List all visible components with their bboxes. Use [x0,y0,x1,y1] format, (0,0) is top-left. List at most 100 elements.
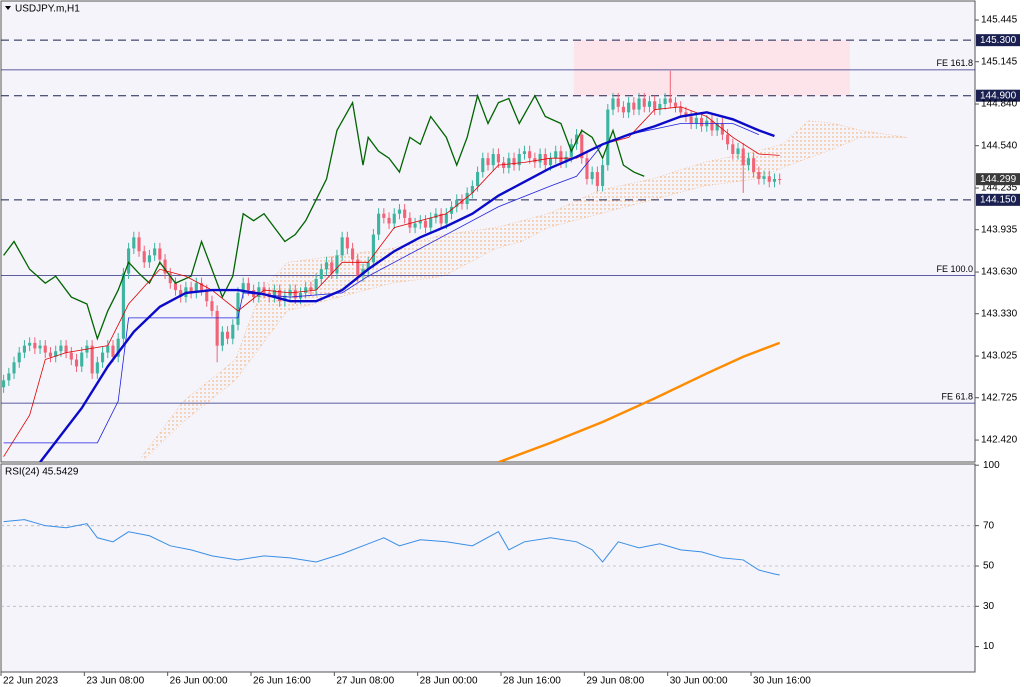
candle-body [772,179,777,182]
candle-body [101,352,105,363]
candle-body [80,352,84,367]
candle-body [210,301,214,311]
candle-body [595,172,599,186]
y-tick-label: 50 [983,561,995,572]
candle-body [33,342,37,349]
candle-body [653,101,657,110]
candle-body [371,234,375,263]
level-label-box [976,193,1020,206]
level-label: 145.300 [980,35,1017,46]
level-label: 144.900 [980,90,1017,101]
level-label: 144.150 [980,194,1017,205]
candle-body [554,151,558,159]
candle-body [142,251,146,263]
candle-body [663,98,667,105]
candle-body [121,273,125,339]
x-tick-label: 28 Jun 00:00 [420,676,478,687]
candle-body [486,158,490,166]
candle-body [283,295,287,302]
candle-body [43,345,47,353]
y-tick-label: 145.145 [981,56,1018,67]
y-tick-label: 143.025 [981,351,1018,362]
x-tick-label: 27 Jun 08:00 [336,676,394,687]
rsi-title: RSI(24) 45.5429 [5,467,79,478]
candle-body [12,362,16,374]
candle-body [590,172,594,180]
candle-body [757,172,761,180]
candle-body [241,283,245,293]
candle-body [199,283,204,291]
y-tick-label: 144.540 [981,140,1018,151]
candle-body [528,151,532,159]
candle-body [533,158,537,163]
candle-body [309,287,313,291]
candle-body [194,283,198,293]
candle-body [179,290,183,298]
candle-body [465,192,469,205]
candle-body [684,112,688,117]
candle-body [715,123,719,131]
candle-body [231,324,235,339]
candle-body [455,199,459,207]
candle-body [330,262,334,274]
candle-body [293,290,297,299]
candle-body [699,117,704,127]
candle-body [17,352,21,363]
x-tick-label: 26 Jun 00:00 [170,676,228,687]
rsi-plot [1,519,975,607]
candle-body [491,154,495,166]
y-tick-label: 143.330 [981,308,1018,319]
candle-body [470,185,474,193]
candle-body [502,162,506,168]
candle-body [38,345,42,349]
candle-body [226,331,230,339]
candle-body [54,351,58,357]
candle-body [476,172,480,186]
candle-body [397,209,402,214]
candle-body [314,278,318,291]
candle-body [340,237,344,256]
candle-body [606,109,610,166]
candle-body [220,331,224,346]
y-tick-label: 10 [983,641,995,652]
candle-body [637,98,641,110]
candle-body [752,158,756,173]
candle-body [601,165,605,186]
x-tick-label: 23 Jun 08:00 [86,676,144,687]
candle-body [132,237,136,249]
rsi-panel [0,463,976,673]
fibo-label: FE 61.8 [941,392,973,402]
candle-body [272,290,277,298]
candle-body [746,158,750,166]
y-tick-label: 143.935 [981,224,1018,235]
candle-body [538,154,542,163]
candle-body [189,287,193,293]
y-tick-label: 143.630 [981,267,1018,278]
candle-body [444,213,448,224]
candle-body [173,283,178,291]
candle-body [377,213,381,235]
level-label-box [976,34,1020,47]
candle-body [658,104,662,110]
candle-body [434,213,438,218]
candle-body [304,287,308,293]
menu-arrow[interactable] [5,6,11,10]
x-tick-label: 29 Jun 08:00 [586,676,644,687]
candle-body [710,120,714,131]
indicator-line [3,106,780,457]
candle-body [22,345,27,353]
last-price-box [976,173,1020,186]
chart-title: USDJPY.m,H1 [15,4,80,15]
indicator-line [3,93,645,341]
x-tick-label: 28 Jun 16:00 [503,676,561,687]
candle-body [366,262,370,270]
candle-body [2,380,6,388]
fibo-label: FE 100.0 [936,264,973,274]
candle-body [278,290,282,302]
candle-body [517,154,521,166]
candle-body [429,217,433,228]
candle-body [496,154,500,163]
candle-body [647,101,652,107]
cloud-span [141,120,908,457]
